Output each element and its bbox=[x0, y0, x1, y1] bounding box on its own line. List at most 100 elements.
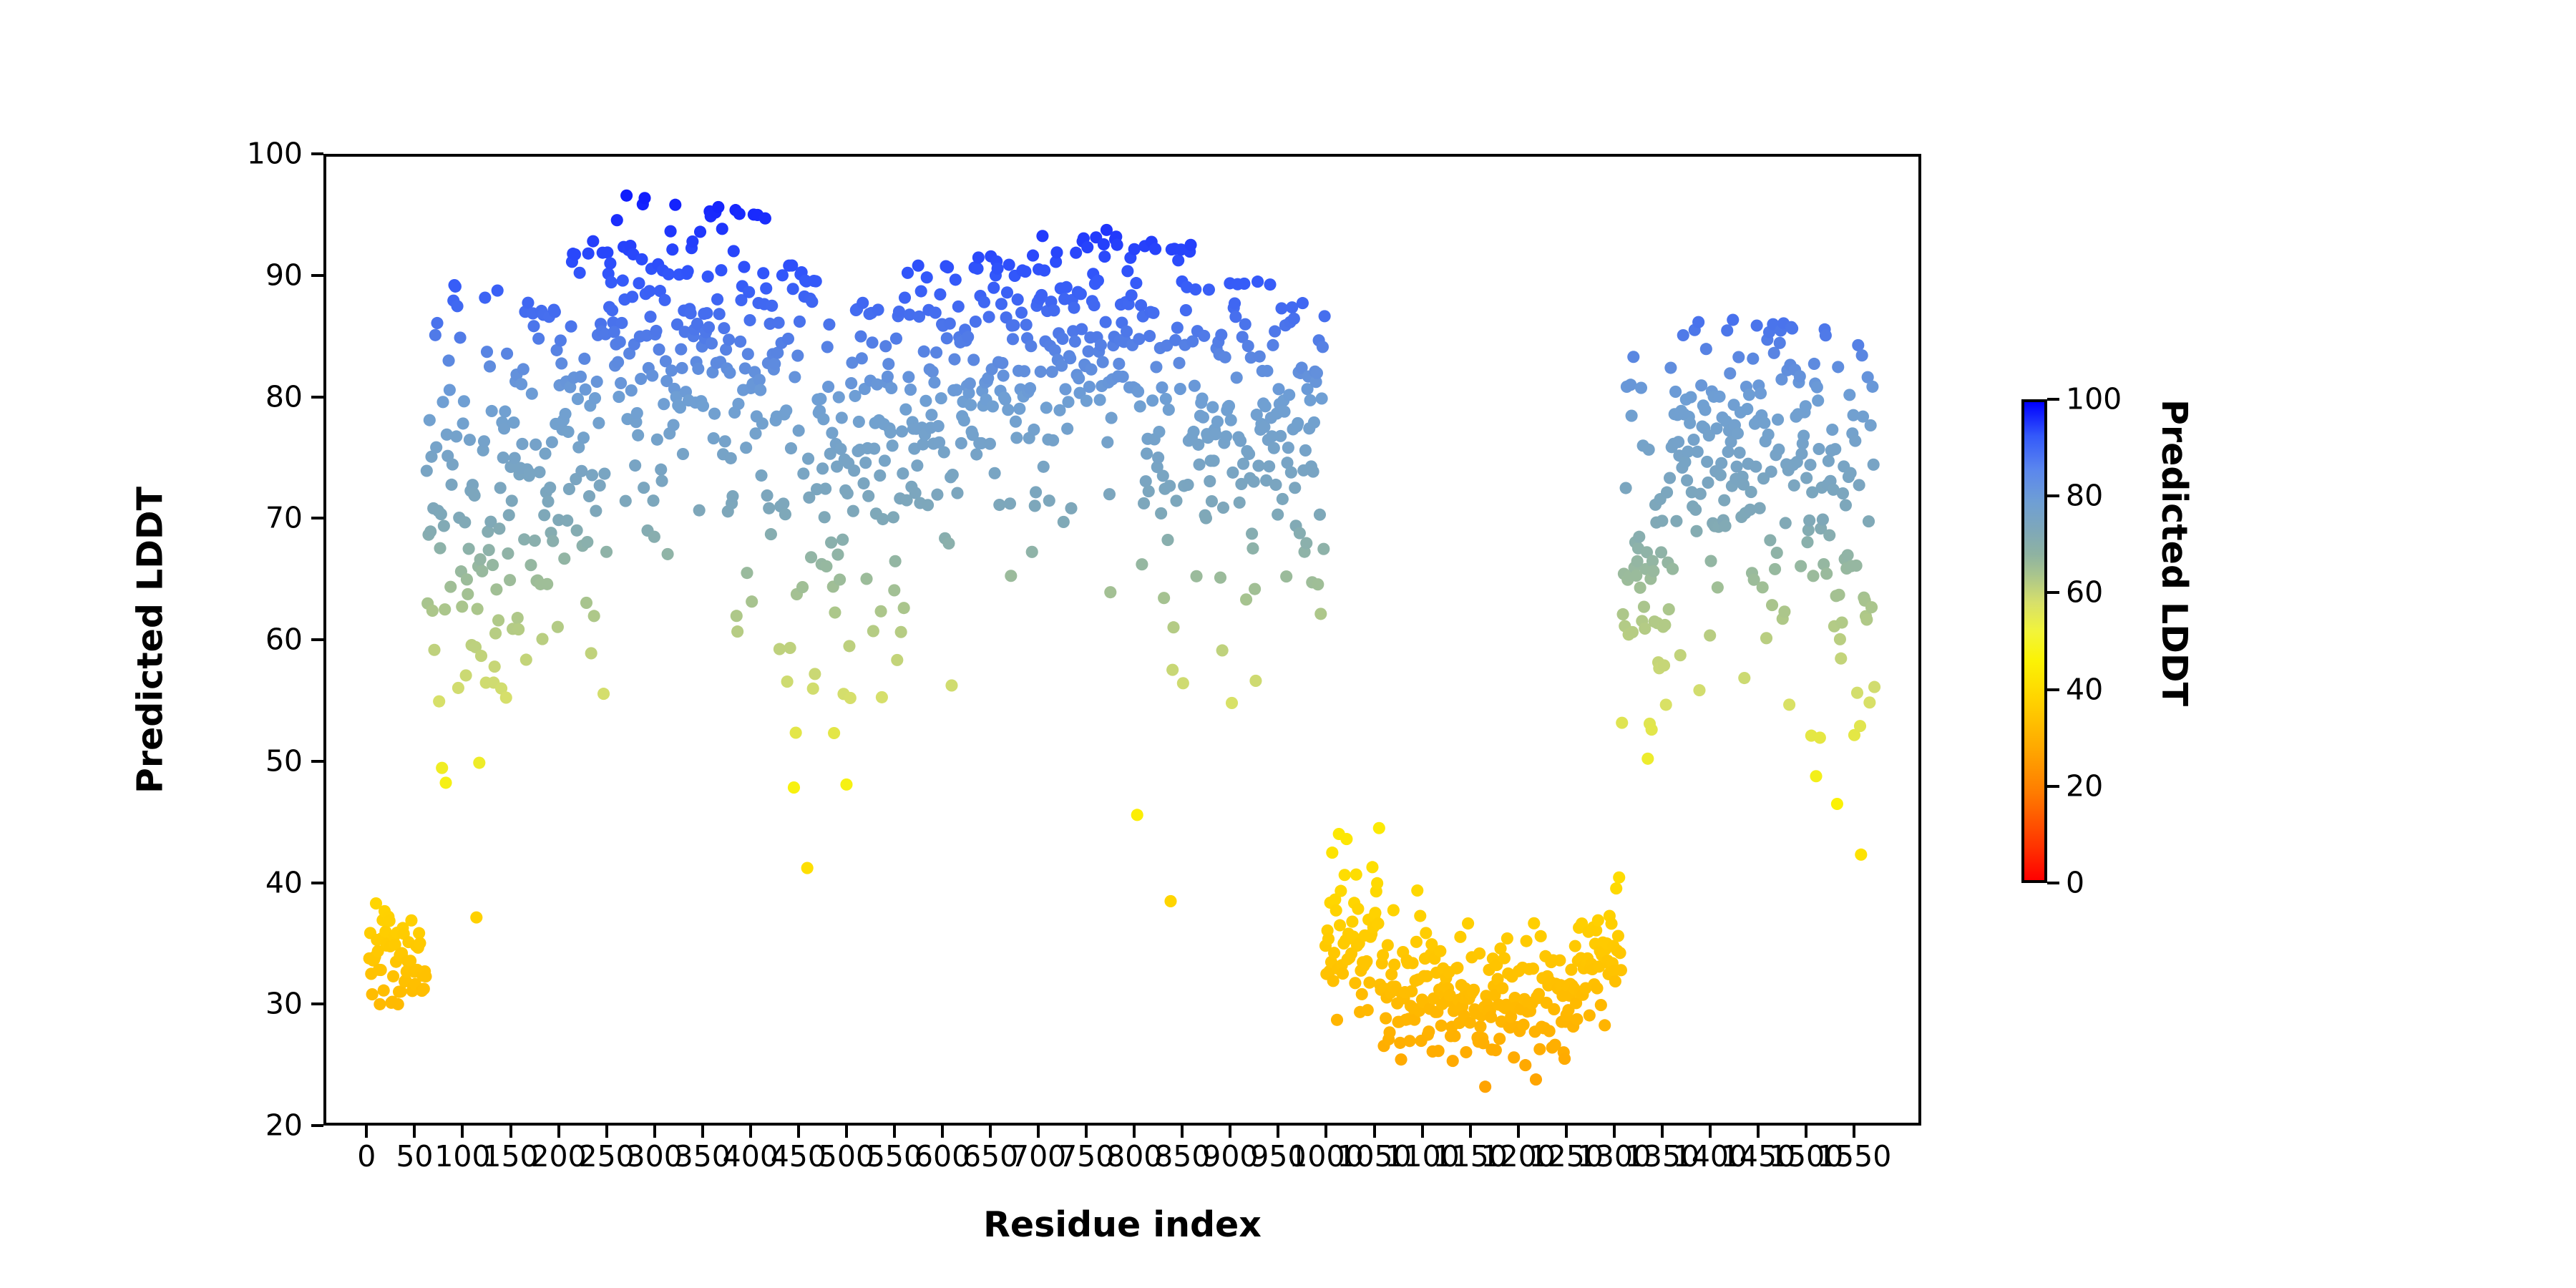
scatter-point bbox=[1660, 486, 1674, 499]
scatter-point bbox=[1646, 555, 1659, 567]
scatter-point bbox=[1214, 571, 1227, 584]
y-tick-mark bbox=[311, 395, 323, 399]
scatter-point bbox=[1340, 833, 1353, 846]
scatter-point bbox=[483, 360, 497, 373]
scatter-point bbox=[1162, 404, 1175, 416]
scatter-point bbox=[459, 669, 472, 682]
scatter-point bbox=[1186, 335, 1199, 348]
scatter-point bbox=[723, 366, 736, 379]
scatter-point bbox=[791, 349, 804, 362]
scatter-point bbox=[957, 414, 970, 427]
scatter-point bbox=[909, 487, 922, 499]
scatter-point bbox=[857, 477, 870, 490]
scatter-point bbox=[1533, 1043, 1546, 1055]
scatter-point bbox=[428, 643, 441, 656]
scatter-point bbox=[1136, 558, 1148, 571]
scatter-point bbox=[1633, 530, 1646, 543]
scatter-point bbox=[1810, 770, 1823, 783]
scatter-point bbox=[1639, 622, 1652, 635]
scatter-point bbox=[1864, 419, 1877, 431]
scatter-point bbox=[1260, 474, 1273, 487]
scatter-point bbox=[889, 332, 903, 345]
scatter-point bbox=[1414, 909, 1427, 922]
scatter-point bbox=[1451, 962, 1464, 975]
scatter-point bbox=[780, 404, 793, 417]
scatter-point bbox=[1835, 616, 1848, 629]
colorbar-tick-mark bbox=[2047, 688, 2059, 691]
scatter-point bbox=[1151, 461, 1163, 474]
scatter-point bbox=[1096, 356, 1109, 369]
scatter-point bbox=[1843, 389, 1856, 401]
scatter-point bbox=[579, 383, 592, 396]
scatter-point bbox=[590, 375, 603, 389]
scatter-point bbox=[479, 291, 492, 304]
scatter-point bbox=[1631, 555, 1644, 567]
scatter-point bbox=[655, 474, 668, 487]
scatter-point bbox=[1860, 613, 1873, 626]
scatter-point bbox=[502, 547, 514, 560]
scatter-point bbox=[517, 363, 530, 376]
scatter-point bbox=[1701, 455, 1714, 468]
scatter-point bbox=[796, 581, 809, 594]
scatter-point bbox=[1283, 389, 1296, 401]
scatter-point bbox=[766, 299, 779, 312]
scatter-point bbox=[1149, 243, 1162, 255]
scatter-point bbox=[743, 286, 756, 298]
scatter-point bbox=[1350, 868, 1362, 881]
scatter-point bbox=[1616, 608, 1629, 621]
scatter-point bbox=[1704, 629, 1717, 642]
x-tick-mark bbox=[892, 1126, 896, 1138]
scatter-point bbox=[512, 623, 525, 636]
scatter-point bbox=[456, 600, 469, 613]
scatter-point bbox=[1625, 409, 1638, 422]
scatter-point bbox=[935, 392, 947, 405]
scatter-point bbox=[1249, 674, 1262, 687]
scatter-point bbox=[1576, 917, 1589, 930]
scatter-point bbox=[1229, 311, 1242, 323]
scatter-point bbox=[1773, 336, 1786, 349]
scatter-point bbox=[1252, 459, 1265, 472]
scatter-point bbox=[1159, 392, 1172, 406]
colorbar-tick-mark bbox=[2047, 398, 2059, 401]
scatter-point bbox=[852, 415, 865, 428]
x-tick-mark bbox=[701, 1126, 704, 1138]
scatter-point bbox=[819, 482, 832, 495]
scatter-point bbox=[942, 537, 955, 550]
scatter-point bbox=[1133, 400, 1146, 413]
scatter-point bbox=[1113, 357, 1126, 371]
scatter-point bbox=[1627, 351, 1640, 364]
scatter-point bbox=[1659, 618, 1672, 632]
scatter-point bbox=[764, 528, 777, 541]
scatter-point bbox=[612, 356, 625, 369]
scatter-point bbox=[1094, 338, 1107, 351]
scatter-point bbox=[516, 437, 529, 450]
scatter-point bbox=[921, 499, 935, 512]
scatter-point bbox=[1841, 549, 1854, 562]
scatter-point bbox=[497, 422, 511, 435]
scatter-point bbox=[1727, 313, 1740, 326]
y-tick-label: 20 bbox=[265, 1108, 303, 1143]
scatter-point bbox=[991, 262, 1004, 275]
scatter-point bbox=[562, 425, 575, 439]
x-tick-label: 50 bbox=[396, 1139, 434, 1174]
scatter-point bbox=[899, 403, 912, 416]
x-tick-label: 350 bbox=[674, 1139, 731, 1174]
scatter-point bbox=[1172, 254, 1185, 267]
x-tick-mark bbox=[1085, 1126, 1088, 1138]
scatter-point bbox=[701, 307, 713, 320]
scatter-point bbox=[995, 298, 1008, 311]
scatter-point bbox=[405, 914, 418, 927]
scatter-point bbox=[1583, 1009, 1596, 1022]
scatter-point bbox=[676, 447, 690, 461]
scatter-point bbox=[1316, 341, 1330, 353]
scatter-point bbox=[1040, 401, 1053, 414]
scatter-point bbox=[1068, 335, 1081, 348]
scatter-point bbox=[1827, 483, 1840, 496]
scatter-point bbox=[1758, 416, 1771, 429]
scatter-point bbox=[527, 320, 540, 333]
scatter-point bbox=[1750, 460, 1762, 473]
scatter-point bbox=[889, 555, 902, 567]
x-tick-label: 100 bbox=[434, 1139, 491, 1174]
scatter-point bbox=[1276, 492, 1289, 505]
scatter-point bbox=[1322, 932, 1335, 945]
